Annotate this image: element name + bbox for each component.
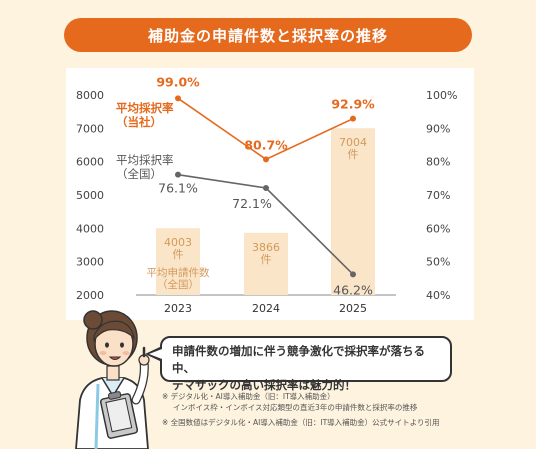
nurse-illustration (75, 310, 150, 449)
national-value-label: 76.1% (158, 181, 198, 196)
company-value-label: 92.9% (331, 97, 375, 112)
y-right-tick-label: 40% (426, 289, 450, 302)
point-national-2025 (350, 271, 356, 278)
national-value-label: 72.1% (232, 196, 272, 211)
speech-bubble-tail-fill (149, 349, 162, 359)
point-company-2025 (350, 115, 356, 122)
footnote-1: ※ デジタル化・AI導入補助金（旧：IT導入補助金） インボイス枠・インボイス対… (162, 391, 417, 413)
callout-line-2: テマサックの高い採択率は魅力的！ (172, 378, 356, 392)
y-left-tick-label: 5000 (76, 189, 104, 202)
bar-2023 (156, 228, 200, 295)
callout-line-1: 申請件数の増加に伴う競争激化で採択率が落ちる中、 (172, 344, 425, 375)
footnote-1-line-1: ※ デジタル化・AI導入補助金（旧：IT導入補助金） (162, 392, 335, 401)
footnote-2: ※ 全国数値はデジタル化・AI導入補助金（旧：IT導入補助金）公式サイトより引用 (162, 417, 440, 428)
footnote-1-line-2: インボイス枠・インボイス対応類型の直近3年の申請件数と採択率の推移 (173, 403, 418, 412)
x-tick-label: 2025 (339, 302, 367, 315)
footnote-2-text: ※ 全国数値はデジタル化・AI導入補助金（旧：IT導入補助金）公式サイトより引用 (162, 418, 440, 427)
company-value-label: 80.7% (244, 137, 288, 152)
bar-2024 (244, 232, 288, 295)
bar-value-label: 7004 件 (339, 136, 367, 161)
national-value-label: 46.2% (333, 282, 373, 297)
point-national-2023 (175, 171, 181, 178)
y-right-tick-label: 70% (426, 189, 450, 202)
combo-chart: 8000 7000 6000 5000 4000 3000 2000 100% 90% 80% 70… (76, 74, 457, 315)
y-right-tick-label: 100% (426, 89, 457, 102)
x-tick-label: 2024 (252, 302, 280, 315)
company-series-label: 平均採択率（当社） (116, 101, 174, 129)
bar-series-label: 平均申請件数（全国） (147, 266, 210, 291)
company-value-label: 99.0% (156, 74, 200, 89)
y-right-tick-label: 60% (426, 222, 450, 235)
y-left-tick-label: 8000 (76, 89, 104, 102)
point-company-2024 (263, 156, 269, 163)
point-national-2024 (263, 185, 269, 191)
bar-value-label: 3866 件 (252, 241, 280, 266)
y-right-tick-label: 90% (426, 122, 450, 135)
chart-title-banner: 補助金の申請件数と採択率の推移 (64, 18, 472, 52)
bar-2025 (331, 128, 375, 295)
y-left-tick-label: 7000 (76, 122, 104, 135)
y-right-tick-label: 80% (426, 156, 450, 169)
y-right-tick-label: 50% (426, 256, 450, 269)
point-company-2023 (175, 95, 181, 102)
chart-title: 補助金の申請件数と採択率の推移 (147, 26, 388, 45)
chart-card: 8000 7000 6000 5000 4000 3000 2000 100% 90% 80% 70… (66, 68, 474, 320)
y-left-tick-label: 2000 (76, 289, 104, 302)
speech-bubble: 申請件数の増加に伴う競争激化で採択率が落ちる中、 テマサックの高い採択率は魅力的… (160, 336, 452, 392)
x-tick-label: 2023 (164, 302, 192, 315)
y-left-tick-label: 3000 (76, 256, 104, 269)
bar-value-label: 4003 件 (164, 236, 192, 261)
y-left-tick-label: 4000 (76, 222, 104, 235)
national-series-label: 平均採択率（全国） (116, 153, 174, 181)
y-left-tick-label: 6000 (76, 156, 104, 169)
